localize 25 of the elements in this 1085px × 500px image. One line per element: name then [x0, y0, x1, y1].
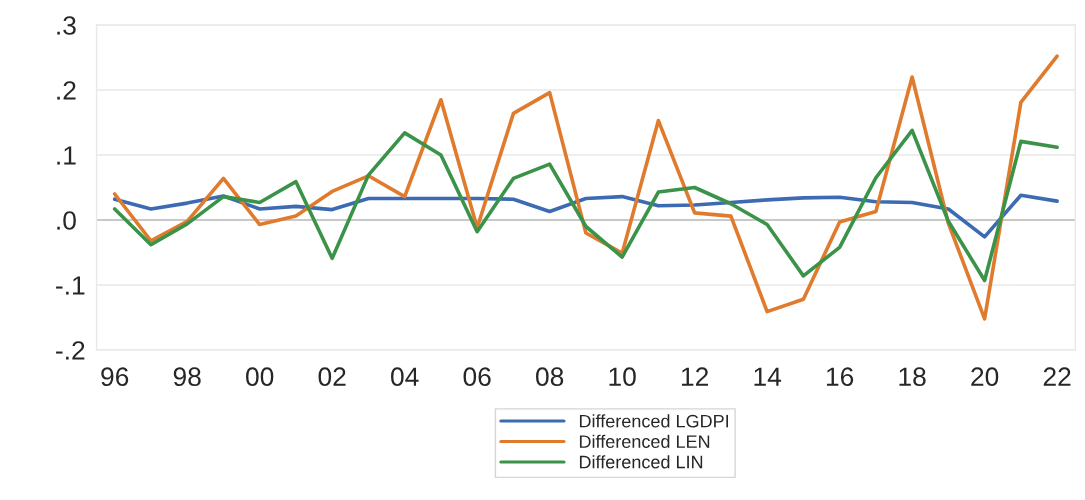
- y-tick-label: .0: [57, 211, 76, 230]
- line-series: [112, 54, 1059, 321]
- y-tick-label: .2: [57, 81, 76, 100]
- y-tick-label: .3: [57, 16, 76, 35]
- x-tick-label: 20: [971, 367, 999, 387]
- legend-label: Differenced LEN: [579, 434, 710, 448]
- x-tick-label: 02: [318, 367, 346, 387]
- x-tick-label: 12: [681, 367, 708, 386]
- line-series: [112, 128, 1059, 283]
- x-tick-label: 08: [536, 367, 564, 387]
- x-tick-label: 04: [391, 367, 419, 387]
- y-tick-label: -.1: [56, 276, 85, 295]
- x-tick-label: 10: [609, 367, 636, 387]
- legend-label: Differenced LGDPI: [579, 414, 729, 428]
- x-tick-label: 98: [173, 367, 201, 387]
- x-tick-label: 18: [899, 367, 926, 387]
- x-tick-label: 06: [463, 367, 491, 387]
- x-tick-label: 96: [101, 367, 129, 387]
- legend-label: Differenced LIN: [579, 455, 703, 469]
- x-tick-label: 22: [1043, 367, 1071, 386]
- x-tick-label: 14: [754, 367, 782, 386]
- y-tick-label: -.2: [56, 341, 85, 360]
- y-tick-label: .1: [57, 146, 76, 165]
- x-tick-label: 00: [246, 367, 274, 387]
- x-tick-label: 16: [826, 367, 854, 387]
